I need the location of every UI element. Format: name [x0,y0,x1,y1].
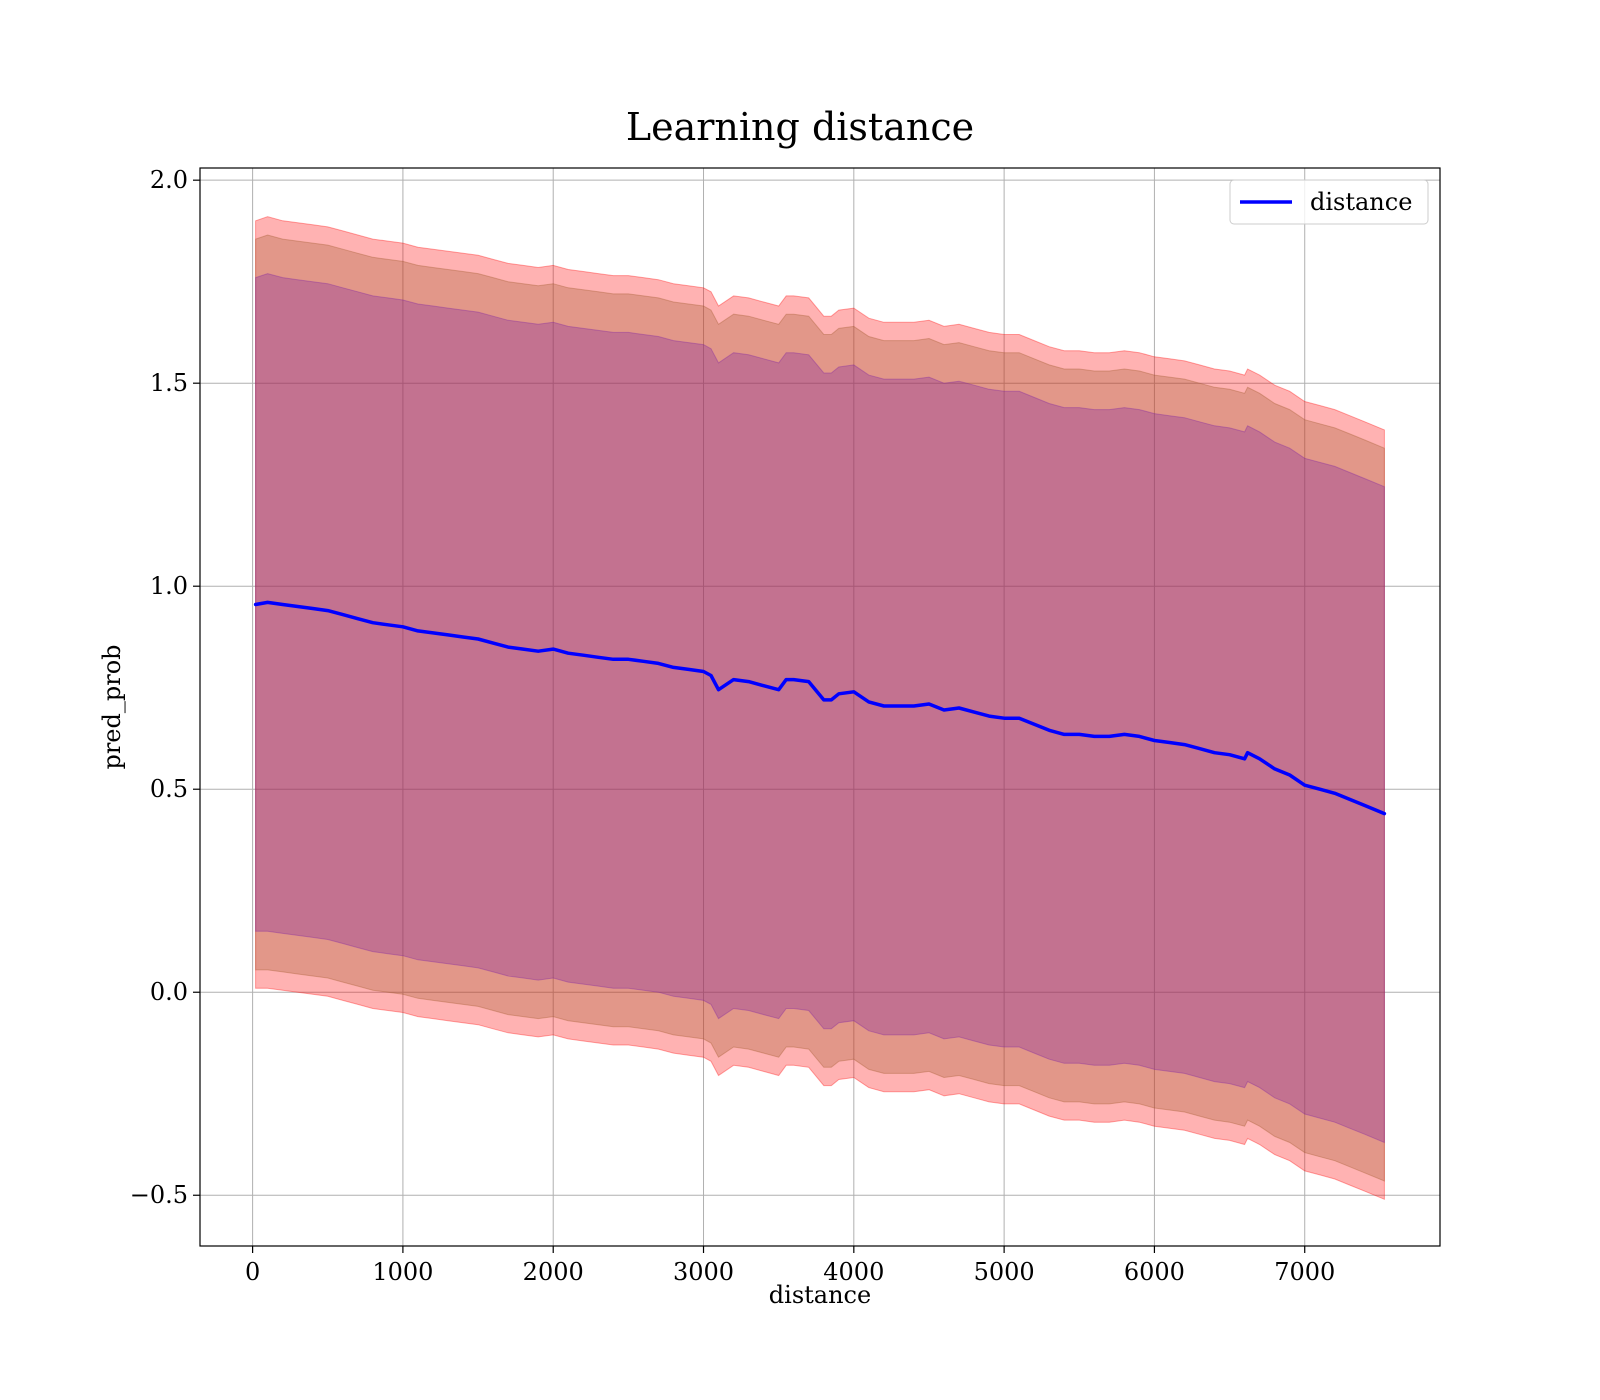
chart-title: Learning distance [626,105,974,149]
x-tick-label: 4000 [823,1258,884,1286]
x-axis-ticks: 0 1000 2000 3000 4000 5000 6000 7000 [245,1246,1335,1286]
x-tick-label: 0 [245,1258,260,1286]
y-tick-label: 0.5 [150,775,188,803]
x-tick-label: 1000 [372,1258,433,1286]
legend-label: distance [1310,188,1412,216]
y-tick-label: 1.0 [150,572,188,600]
confidence-band [255,273,1385,1144]
x-axis-label: distance [769,1281,871,1309]
y-axis-label: pred_prob [98,644,126,769]
x-tick-label: 7000 [1274,1258,1335,1286]
confidence-bands [255,216,1385,1201]
y-axis-ticks: −0.5 0.0 0.5 1.0 1.5 2.0 [130,166,200,1209]
confidence-band [255,216,1385,1201]
x-tick-label: 3000 [673,1258,734,1286]
x-tick-label: 5000 [974,1258,1035,1286]
y-tick-label: 0.0 [150,978,188,1006]
x-tick-label: 2000 [523,1258,584,1286]
series-lines [253,600,1387,816]
legend-box [1229,179,1429,225]
y-tick-label: −0.5 [130,1181,188,1209]
x-tick-label: 6000 [1124,1258,1185,1286]
legend: distance [1229,179,1429,225]
grid [200,168,1440,1246]
y-tick-label: 1.5 [150,369,188,397]
confidence-band [255,234,1385,1182]
plot-frame [199,167,1441,1247]
series-line [253,600,1387,816]
y-tick-label: 2.0 [150,166,188,194]
